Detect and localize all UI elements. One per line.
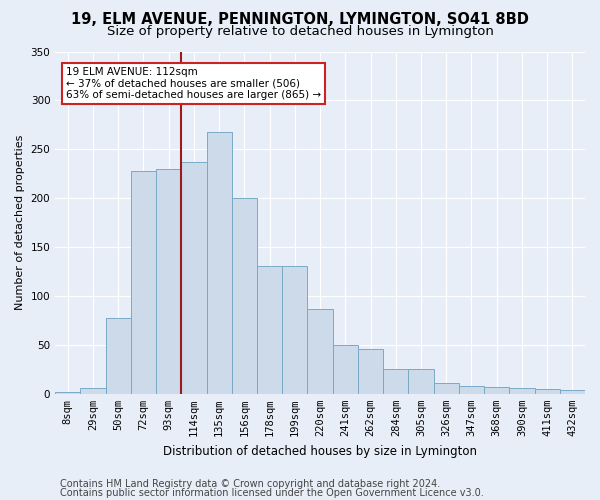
Bar (307, 308, 332, 394)
Bar (459, 386, 484, 394)
Bar (434, 383, 459, 394)
Text: 19 ELM AVENUE: 112sqm
← 37% of detached houses are smaller (506)
63% of semi-det: 19 ELM AVENUE: 112sqm ← 37% of detached … (66, 67, 321, 100)
Text: Size of property relative to detached houses in Lymington: Size of property relative to detached ho… (107, 25, 493, 38)
Bar (257, 266, 282, 394)
Bar (181, 162, 206, 394)
Text: Contains public sector information licensed under the Open Government Licence v3: Contains public sector information licen… (60, 488, 484, 498)
Bar (332, 345, 358, 394)
Bar (484, 387, 509, 394)
Bar (55, 392, 80, 394)
Bar (509, 388, 535, 394)
Bar (156, 169, 181, 394)
Bar (131, 171, 156, 394)
Text: 19, ELM AVENUE, PENNINGTON, LYMINGTON, SO41 8BD: 19, ELM AVENUE, PENNINGTON, LYMINGTON, S… (71, 12, 529, 28)
Bar (80, 388, 106, 394)
Text: Contains HM Land Registry data © Crown copyright and database right 2024.: Contains HM Land Registry data © Crown c… (60, 479, 440, 489)
Bar (383, 370, 409, 394)
Bar (282, 266, 307, 394)
X-axis label: Distribution of detached houses by size in Lymington: Distribution of detached houses by size … (163, 444, 477, 458)
Bar (232, 198, 257, 394)
Bar (206, 132, 232, 394)
Y-axis label: Number of detached properties: Number of detached properties (15, 135, 25, 310)
Bar (535, 389, 560, 394)
Bar (358, 349, 383, 394)
Bar (560, 390, 585, 394)
Bar (409, 370, 434, 394)
Bar (106, 318, 131, 394)
